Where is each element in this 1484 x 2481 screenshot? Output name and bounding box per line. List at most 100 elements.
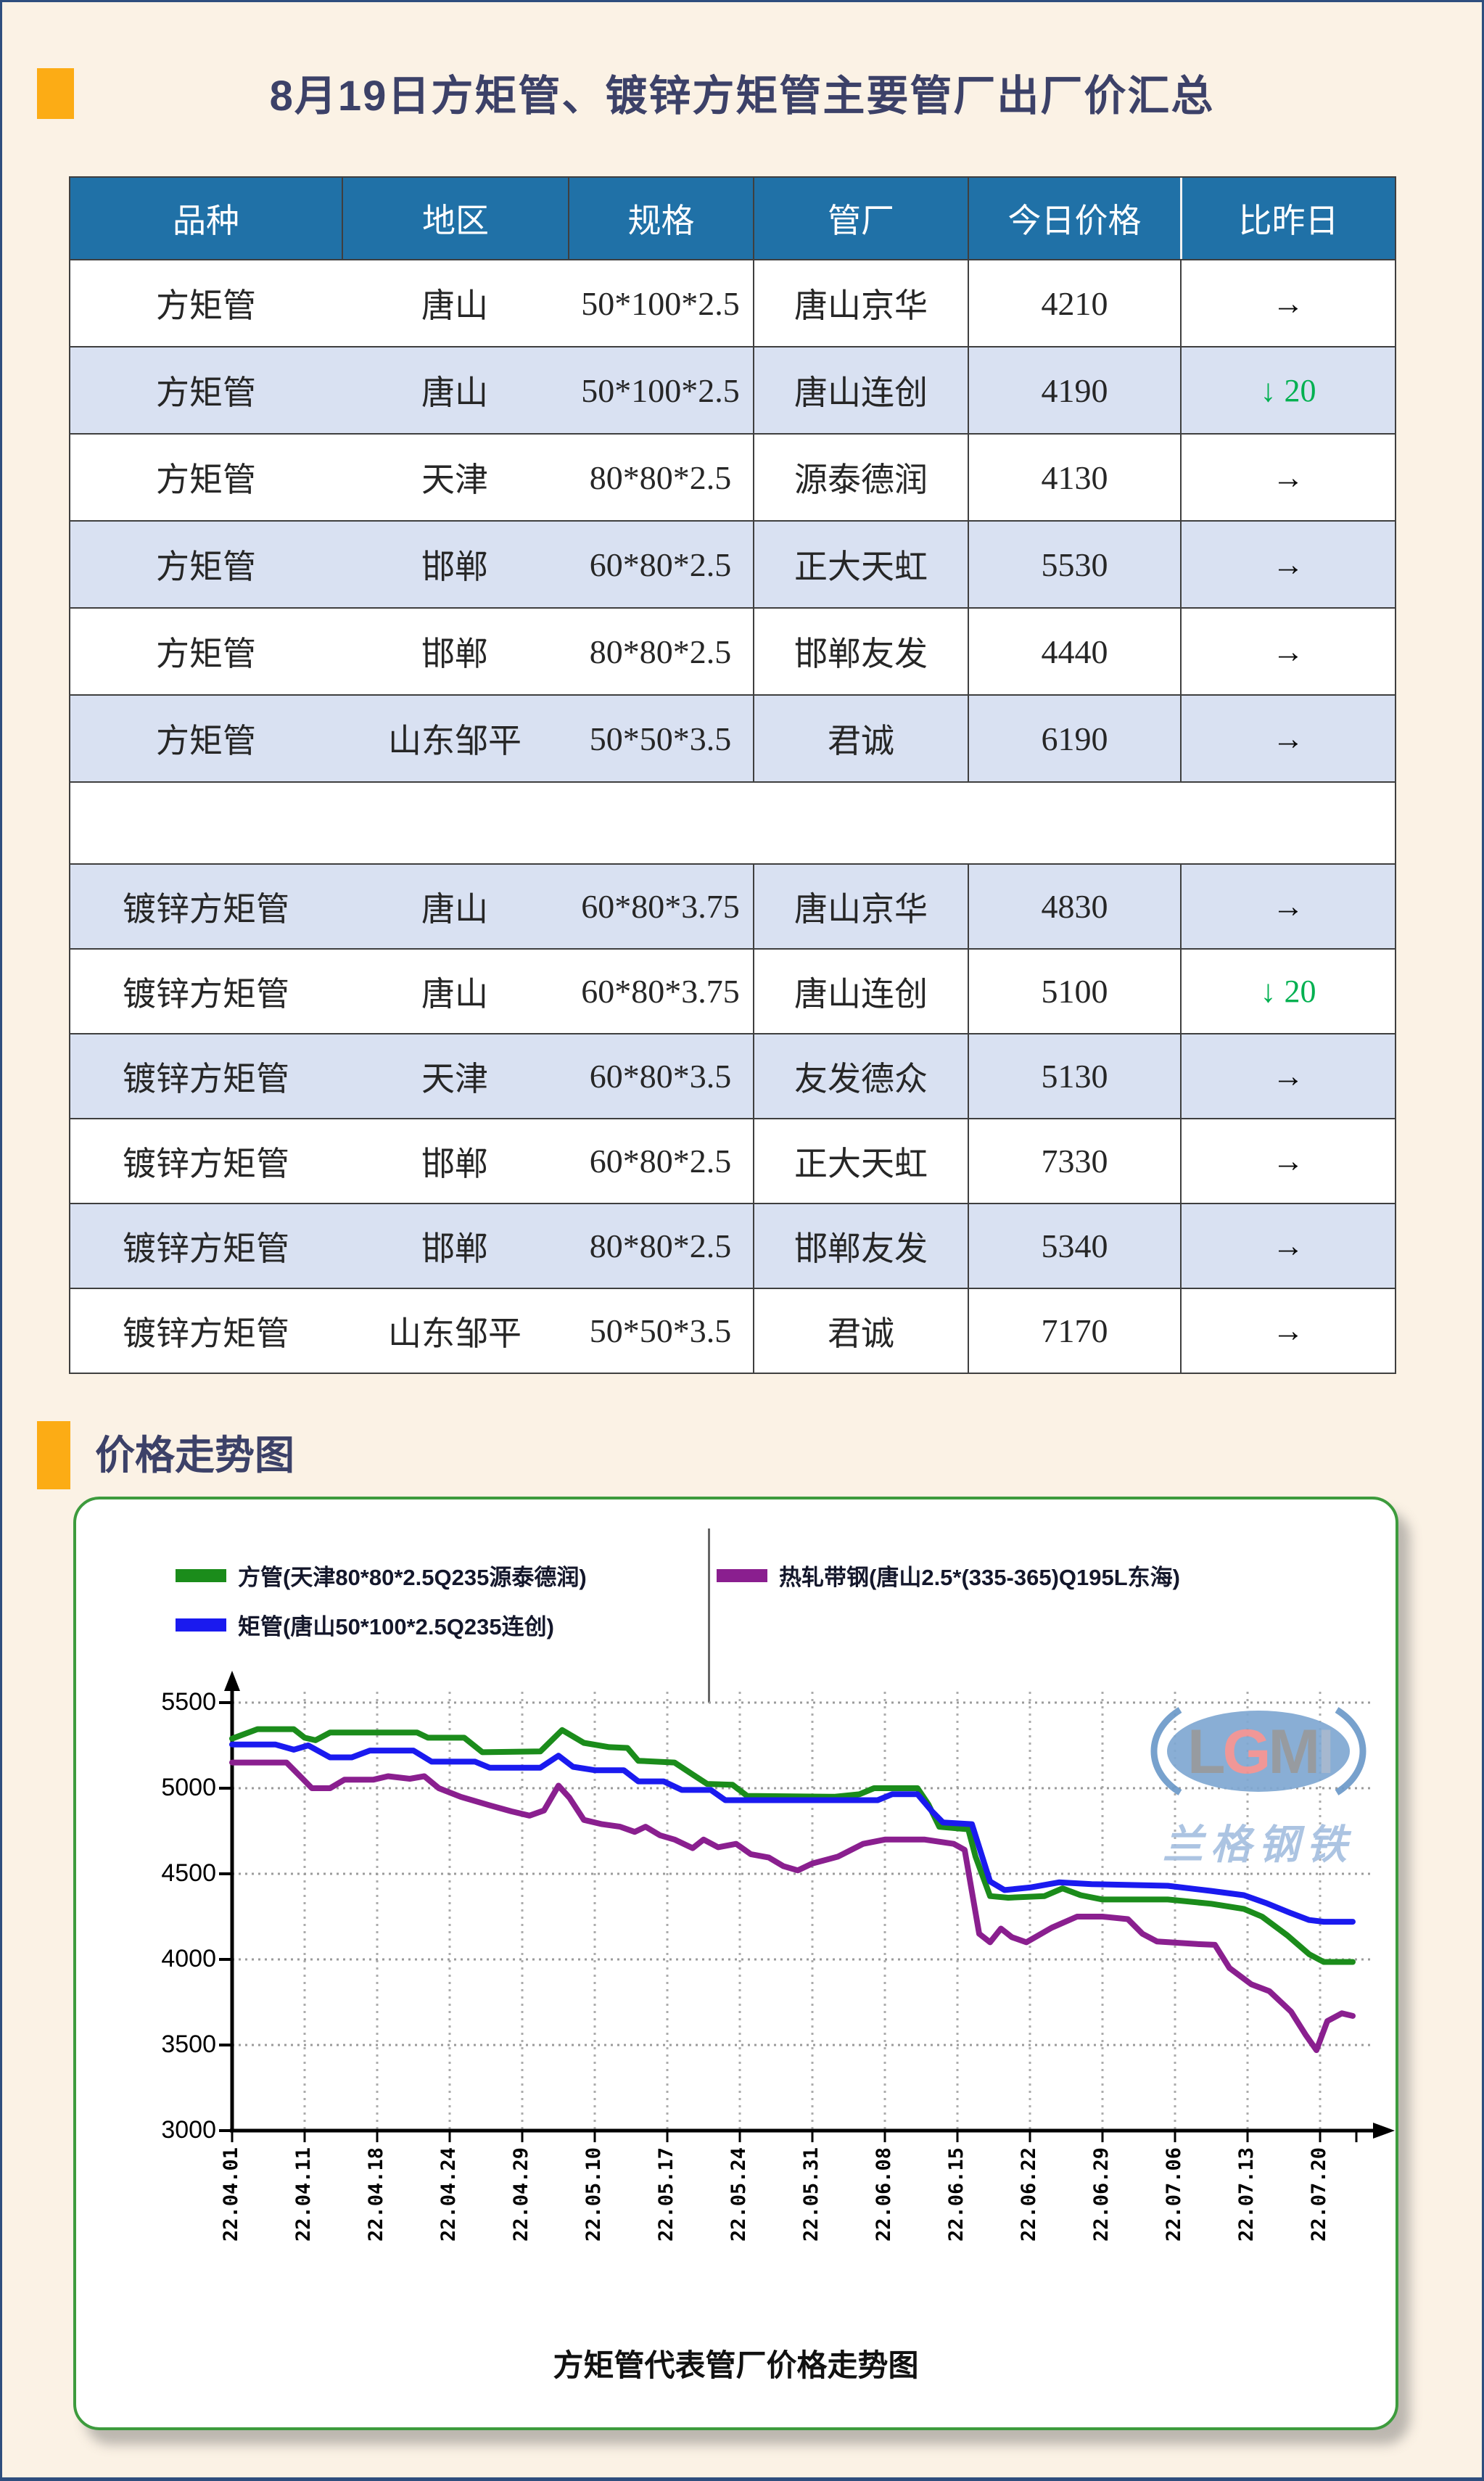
cell-spec: 80*80*2.5 [589,458,732,496]
x-axis-tick-label: 22.07.06 [1163,2147,1185,2242]
cell-spec: 80*80*2.5 [589,1227,732,1264]
cell-change: → [1180,1034,1395,1118]
trend-line-chart [219,1671,1395,2142]
cell-factory: 正大天虹 [753,1119,968,1203]
flat-arrow-icon: → [1272,720,1304,757]
flat-arrow-icon: → [1272,1228,1304,1264]
table-row: 方矩管 邯郸 80*80*2.5 邯郸友发 4440 → [70,609,1395,696]
flat-arrow-icon: → [1272,1143,1304,1179]
legend-label: 矩管(唐山50*100*2.5Q235连创) [238,1614,554,1639]
x-axis-tick-label: 22.06.29 [1090,2147,1113,2242]
x-axis-tick-label: 22.04.11 [292,2147,315,2242]
y-axis-tick-label: 5000 [161,1774,216,1801]
column-header: 管厂 [753,178,968,259]
table-row: 镀锌方矩管 山东邹平 50*50*3.5 君诚 7170 → [70,1289,1395,1373]
cell-factory: 邯郸友发 [753,609,968,694]
cell-price: 6190 [968,696,1180,781]
cell-change: → [1180,435,1395,520]
cell-factory: 正大天虹 [753,522,968,607]
flat-arrow-icon: → [1272,546,1304,583]
cell-variety: 镀锌方矩管 [123,1145,289,1182]
legend-swatch-icon [717,1568,767,1582]
lgmi-logo-icon: LGMI [1150,1707,1366,1795]
cell-region: 山东邹平 [388,1314,522,1352]
down-arrow-value: ↓ 20 [1260,974,1316,1009]
page-title: 8月19日方矩管、镀锌方矩管主要管厂出厂价汇总 [269,73,1215,120]
table-row: 方矩管 邯郸 60*80*2.5 正大天虹 5530 → [70,522,1395,609]
cell-change: → [1180,1119,1395,1203]
table-row: 方矩管 唐山 50*100*2.5 唐山京华 4210 → [70,260,1395,347]
column-header: 品种 [70,178,342,259]
cell-variety: 方矩管 [156,374,256,411]
cell-price: 4190 [968,347,1180,433]
y-axis-tick-label: 4500 [161,1859,216,1887]
table-row: 镀锌方矩管 邯郸 60*80*2.5 正大天虹 7330 → [70,1119,1395,1204]
table-row: 镀锌方矩管 唐山 60*80*3.75 唐山京华 4830 → [70,865,1395,950]
y-axis-tick-label: 3500 [161,2031,216,2058]
flat-arrow-icon: → [1272,1313,1304,1349]
cell-spec: 60*80*2.5 [589,546,732,583]
svg-text:LGMI: LGMI [1187,1717,1332,1787]
legend-swatch-icon [176,1618,226,1632]
column-header: 规格 [568,178,753,259]
column-header: 比昨日 [1180,178,1395,259]
cell-price: 4440 [968,609,1180,694]
x-axis-tick-label: 22.04.29 [510,2147,532,2242]
table-row: 镀锌方矩管 天津 60*80*3.5 友发德众 5130 → [70,1034,1395,1119]
cell-variety: 镀锌方矩管 [123,890,289,928]
cell-variety: 方矩管 [156,461,256,498]
table-row: 方矩管 天津 80*80*2.5 源泰德润 4130 → [70,435,1395,522]
table-separator-row [70,783,1395,865]
cell-region: 唐山 [421,975,488,1013]
flat-arrow-icon: → [1272,889,1304,924]
cell-change: ↓ 20 [1180,347,1395,433]
legend-divider [708,1528,710,1703]
cell-variety: 镀锌方矩管 [123,1060,289,1098]
cell-change: → [1180,1289,1395,1373]
cell-price: 5340 [968,1204,1180,1288]
cell-variety: 镀锌方矩管 [123,1230,289,1267]
cell-change: → [1180,696,1395,781]
table-header-row: 品种 地区 规格 管厂 今日价格 比昨日 [70,178,1395,260]
cell-variety: 镀锌方矩管 [123,975,289,1013]
cell-spec: 50*50*3.5 [589,1312,732,1349]
cell-change: → [1180,260,1395,346]
flat-arrow-icon: → [1272,285,1304,321]
cell-change: → [1180,522,1395,607]
cell-factory: 唐山京华 [753,865,968,948]
table-row: 镀锌方矩管 邯郸 80*80*2.5 邯郸友发 5340 → [70,1204,1395,1289]
flat-arrow-icon: → [1272,633,1304,670]
cell-spec: 50*100*2.5 [581,284,740,322]
x-axis-tick-label: 22.07.13 [1235,2147,1258,2242]
x-axis-tick-label: 22.05.10 [582,2147,605,2242]
legend-label: 热轧带钢(唐山2.5*(335-365)Q195L东海) [779,1565,1180,1590]
title-bullet-icon [37,68,74,119]
cell-region: 唐山 [421,287,488,324]
section-bullet-icon [37,1421,70,1489]
cell-price: 4830 [968,865,1180,948]
cell-variety: 方矩管 [156,548,256,585]
column-header: 今日价格 [968,178,1180,259]
chart-title: 方矩管代表管厂价格走势图 [553,2348,919,2382]
x-axis-tick-label: 22.04.18 [365,2147,387,2242]
cell-change: → [1180,609,1395,694]
cell-region: 邯郸 [421,1230,488,1267]
cell-change: → [1180,1204,1395,1288]
y-axis-tick-label: 4000 [161,1945,216,1972]
x-axis-tick-label: 22.06.22 [1018,2147,1040,2242]
cell-price: 5100 [968,950,1180,1033]
table-row: 方矩管 唐山 50*100*2.5 唐山连创 4190 ↓ 20 [70,347,1395,435]
cell-spec: 50*100*2.5 [581,371,740,409]
cell-spec: 60*80*3.75 [581,888,740,925]
table-row: 镀锌方矩管 唐山 60*80*3.75 唐山连创 5100 ↓ 20 [70,950,1395,1034]
cell-variety: 镀锌方矩管 [123,1314,289,1352]
cell-price: 5130 [968,1034,1180,1118]
x-axis-tick-label: 22.06.08 [873,2147,895,2242]
legend-label: 方管(天津80*80*2.5Q235源泰德润) [238,1565,587,1590]
cell-change: → [1180,865,1395,948]
cell-price: 7170 [968,1289,1180,1373]
price-trend-chart-panel: 方管(天津80*80*2.5Q235源泰德润) 矩管(唐山50*100*2.5Q2… [73,1497,1398,2430]
cell-region: 邯郸 [421,1145,488,1182]
cell-change: ↓ 20 [1180,950,1395,1033]
